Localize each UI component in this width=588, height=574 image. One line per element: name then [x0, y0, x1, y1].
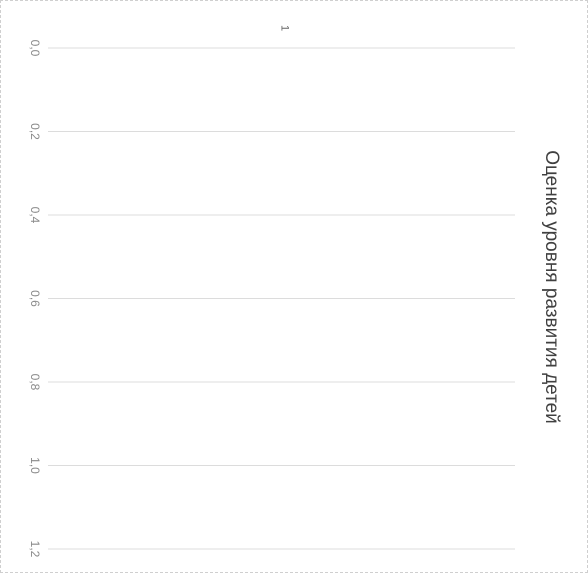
tick-label: 0,6 [28, 290, 42, 307]
tick-label: 0,4 [28, 207, 42, 224]
tick-labels: 0,0 0,2 0,4 0,6 0,8 1,0 1,2 [28, 40, 42, 558]
tick-label: 0,2 [28, 123, 42, 140]
tick-label: 0,8 [28, 374, 42, 391]
category-label: 1 [279, 25, 291, 31]
chart-title: Оценка уровня развития детей [541, 150, 562, 424]
tick-label: 0,0 [28, 40, 42, 57]
tick-label: 1,0 [28, 457, 42, 474]
category-labels: 1 [279, 25, 291, 31]
grid-lines [48, 47, 515, 550]
tick-label: 1,2 [28, 541, 42, 558]
